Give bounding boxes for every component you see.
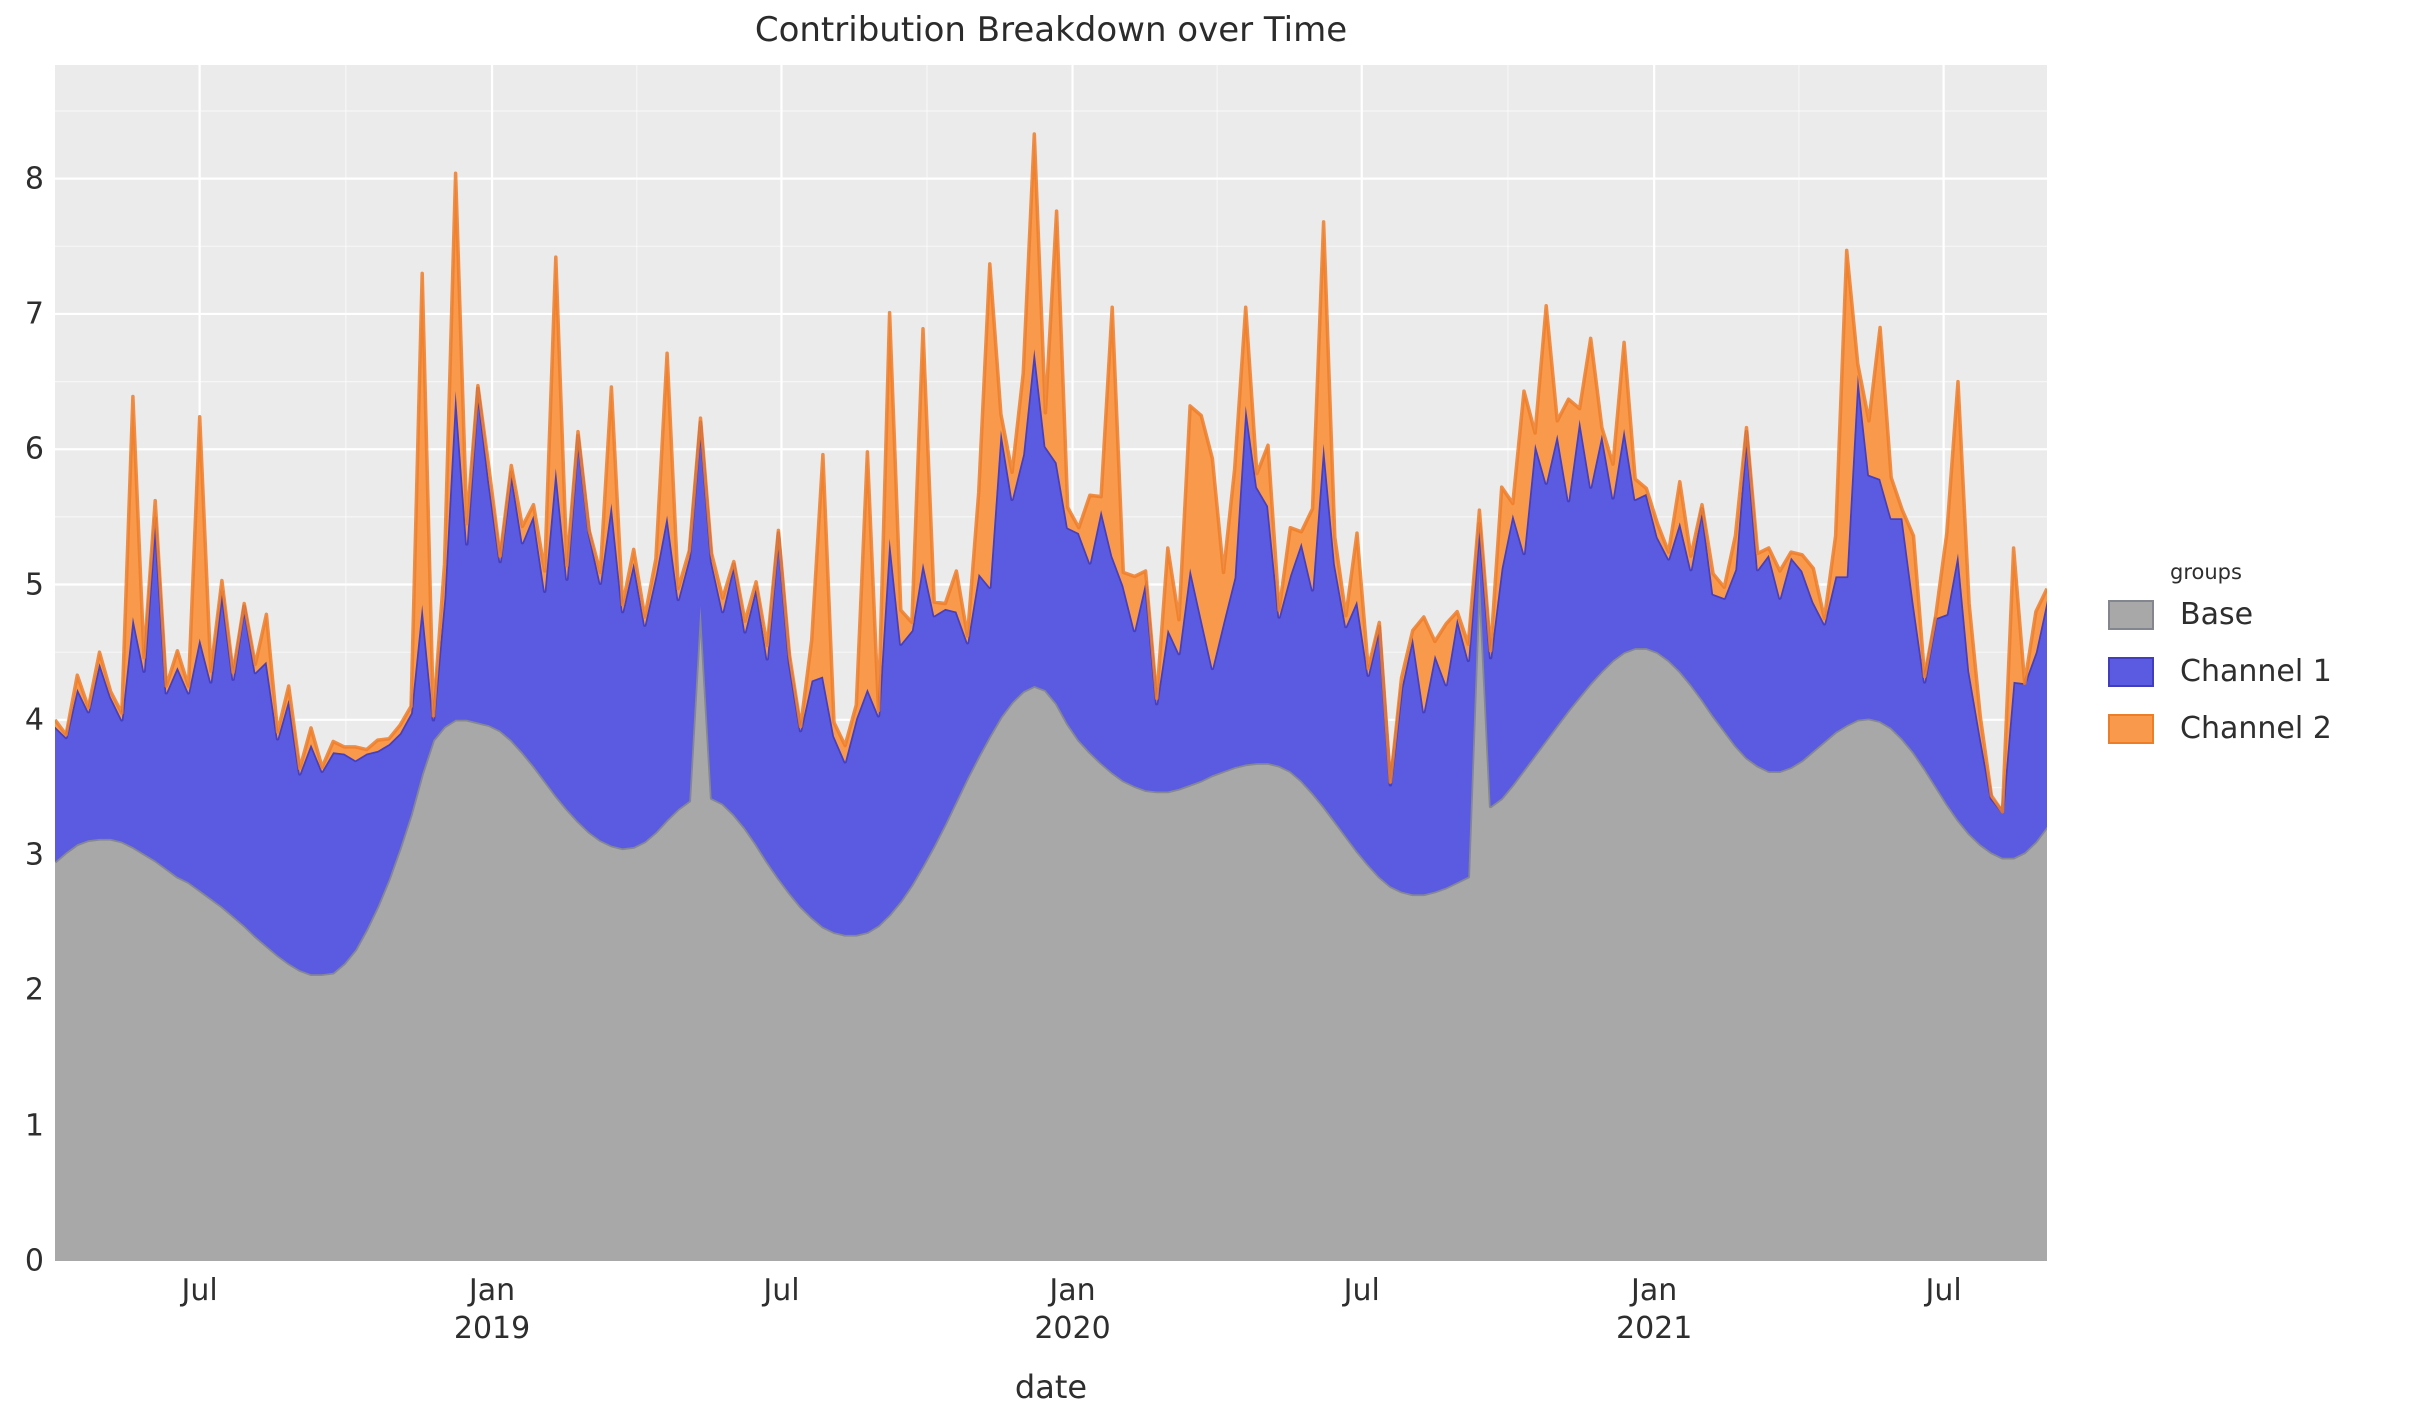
legend-item: Channel 1	[2108, 654, 2408, 689]
edge-channel-2	[55, 132, 2047, 814]
y-tick-label: 6	[24, 431, 44, 467]
plot-panel	[55, 65, 2047, 1261]
legend-key-swatch	[2108, 599, 2154, 630]
x-tick-label: Jan 2021	[1615, 1273, 1693, 1346]
y-tick-label: 4	[24, 702, 44, 738]
stacked-area-plot	[55, 65, 2047, 1261]
y-tick-label: 2	[24, 972, 44, 1008]
y-tick-label: 1	[24, 1108, 44, 1144]
legend-item-label: Base	[2180, 597, 2254, 632]
y-tick-label: 0	[24, 1243, 44, 1279]
legend-title: groups	[2170, 560, 2242, 584]
x-tick-label: Jan 2020	[1034, 1273, 1111, 1346]
chart-title: Contribution Breakdown over Time	[754, 10, 1348, 50]
legend-item: Channel 2	[2108, 711, 2408, 746]
y-tick-label: 8	[24, 161, 44, 197]
x-tick-label: Jul	[1343, 1273, 1380, 1308]
x-tick-label: Jul	[181, 1273, 218, 1308]
legend-key-swatch	[2108, 656, 2154, 687]
x-tick-label: Jul	[1925, 1273, 1962, 1308]
legend-item-label: Channel 2	[2180, 711, 2332, 746]
x-tick-label: Jan 2019	[453, 1273, 531, 1346]
y-tick-label: 7	[24, 296, 44, 332]
legend-item-label: Channel 1	[2180, 654, 2332, 689]
legend: groups Base Channel 1 Channel 2	[2108, 560, 2408, 769]
legend-key-swatch	[2108, 713, 2154, 744]
x-tick-label: Jul	[763, 1273, 800, 1308]
area-base	[55, 571, 2047, 1261]
y-tick-label: 5	[24, 567, 44, 603]
x-axis-title: date	[1014, 1368, 1088, 1406]
y-tick-label: 3	[24, 837, 44, 873]
legend-item: Base	[2108, 597, 2408, 632]
